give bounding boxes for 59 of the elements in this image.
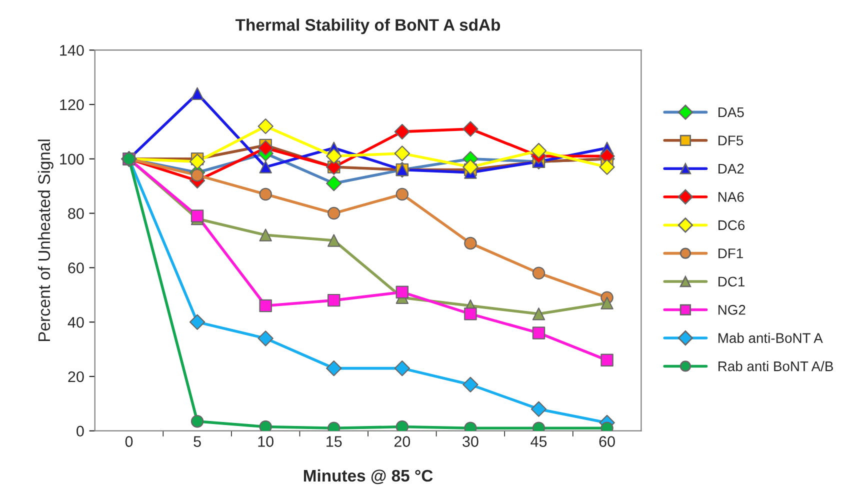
- point: [532, 326, 546, 340]
- y-tick-label: 140: [60, 44, 84, 56]
- legend-label: Mab anti-BoNT A: [718, 332, 823, 343]
- point: [326, 148, 342, 164]
- point: [258, 140, 274, 156]
- point: [326, 176, 342, 192]
- point: [326, 360, 342, 376]
- legend-label: DC1: [718, 276, 744, 287]
- x-tick-label: 5: [194, 436, 201, 447]
- x-tick-label: 0: [125, 436, 133, 447]
- legend-label: DC6: [718, 220, 745, 230]
- y-tick-label: 60: [68, 262, 84, 274]
- point: [328, 234, 340, 247]
- x-tick-label: 45: [530, 436, 547, 447]
- legend-label: DF5: [718, 136, 744, 146]
- point: [258, 118, 274, 134]
- point: [599, 159, 615, 175]
- x-tick-label: 10: [258, 436, 274, 447]
- y-tick-label: 0: [76, 426, 84, 437]
- point: [259, 228, 272, 242]
- point: [190, 210, 204, 222]
- x-tick-label: 20: [394, 436, 410, 447]
- point: [462, 121, 478, 137]
- y-tick-label: 20: [68, 371, 84, 382]
- legend-label: DA5: [718, 108, 744, 118]
- point: [258, 330, 274, 346]
- legend-label: DA2: [718, 164, 744, 174]
- legend-label: Rab anti BoNT A/B: [718, 361, 833, 372]
- point: [259, 299, 272, 312]
- y-tick-label: 120: [60, 99, 84, 110]
- point: [600, 296, 614, 310]
- point: [189, 154, 206, 170]
- point: [259, 160, 272, 174]
- x-axis-title: Minutes @ 85 °C: [304, 469, 433, 484]
- point: [464, 308, 477, 320]
- point: [462, 159, 478, 175]
- y-tick-label: 80: [68, 208, 84, 219]
- point: [190, 87, 204, 100]
- y-tick-label: 40: [68, 316, 84, 328]
- point: [394, 124, 410, 140]
- point: [462, 376, 478, 392]
- chart-title: Thermal Stability of BoNT A sdAb: [236, 18, 500, 34]
- y-tick-label: 100: [60, 154, 84, 165]
- legend-label: NA6: [718, 192, 744, 202]
- legend-label: NG2: [718, 304, 746, 315]
- point: [532, 308, 546, 320]
- point: [530, 142, 547, 159]
- x-tick-label: 30: [462, 436, 478, 447]
- point: [394, 360, 410, 376]
- point: [189, 314, 206, 330]
- y-axis-title: Percent of Unheated Signal: [38, 140, 54, 342]
- x-tick-label: 15: [326, 436, 342, 447]
- point: [530, 401, 547, 417]
- legend-label: DF1: [718, 248, 743, 258]
- point: [396, 286, 409, 299]
- x-tick-label: 60: [599, 436, 615, 447]
- point: [600, 354, 614, 367]
- point: [394, 146, 410, 162]
- point: [328, 294, 340, 307]
